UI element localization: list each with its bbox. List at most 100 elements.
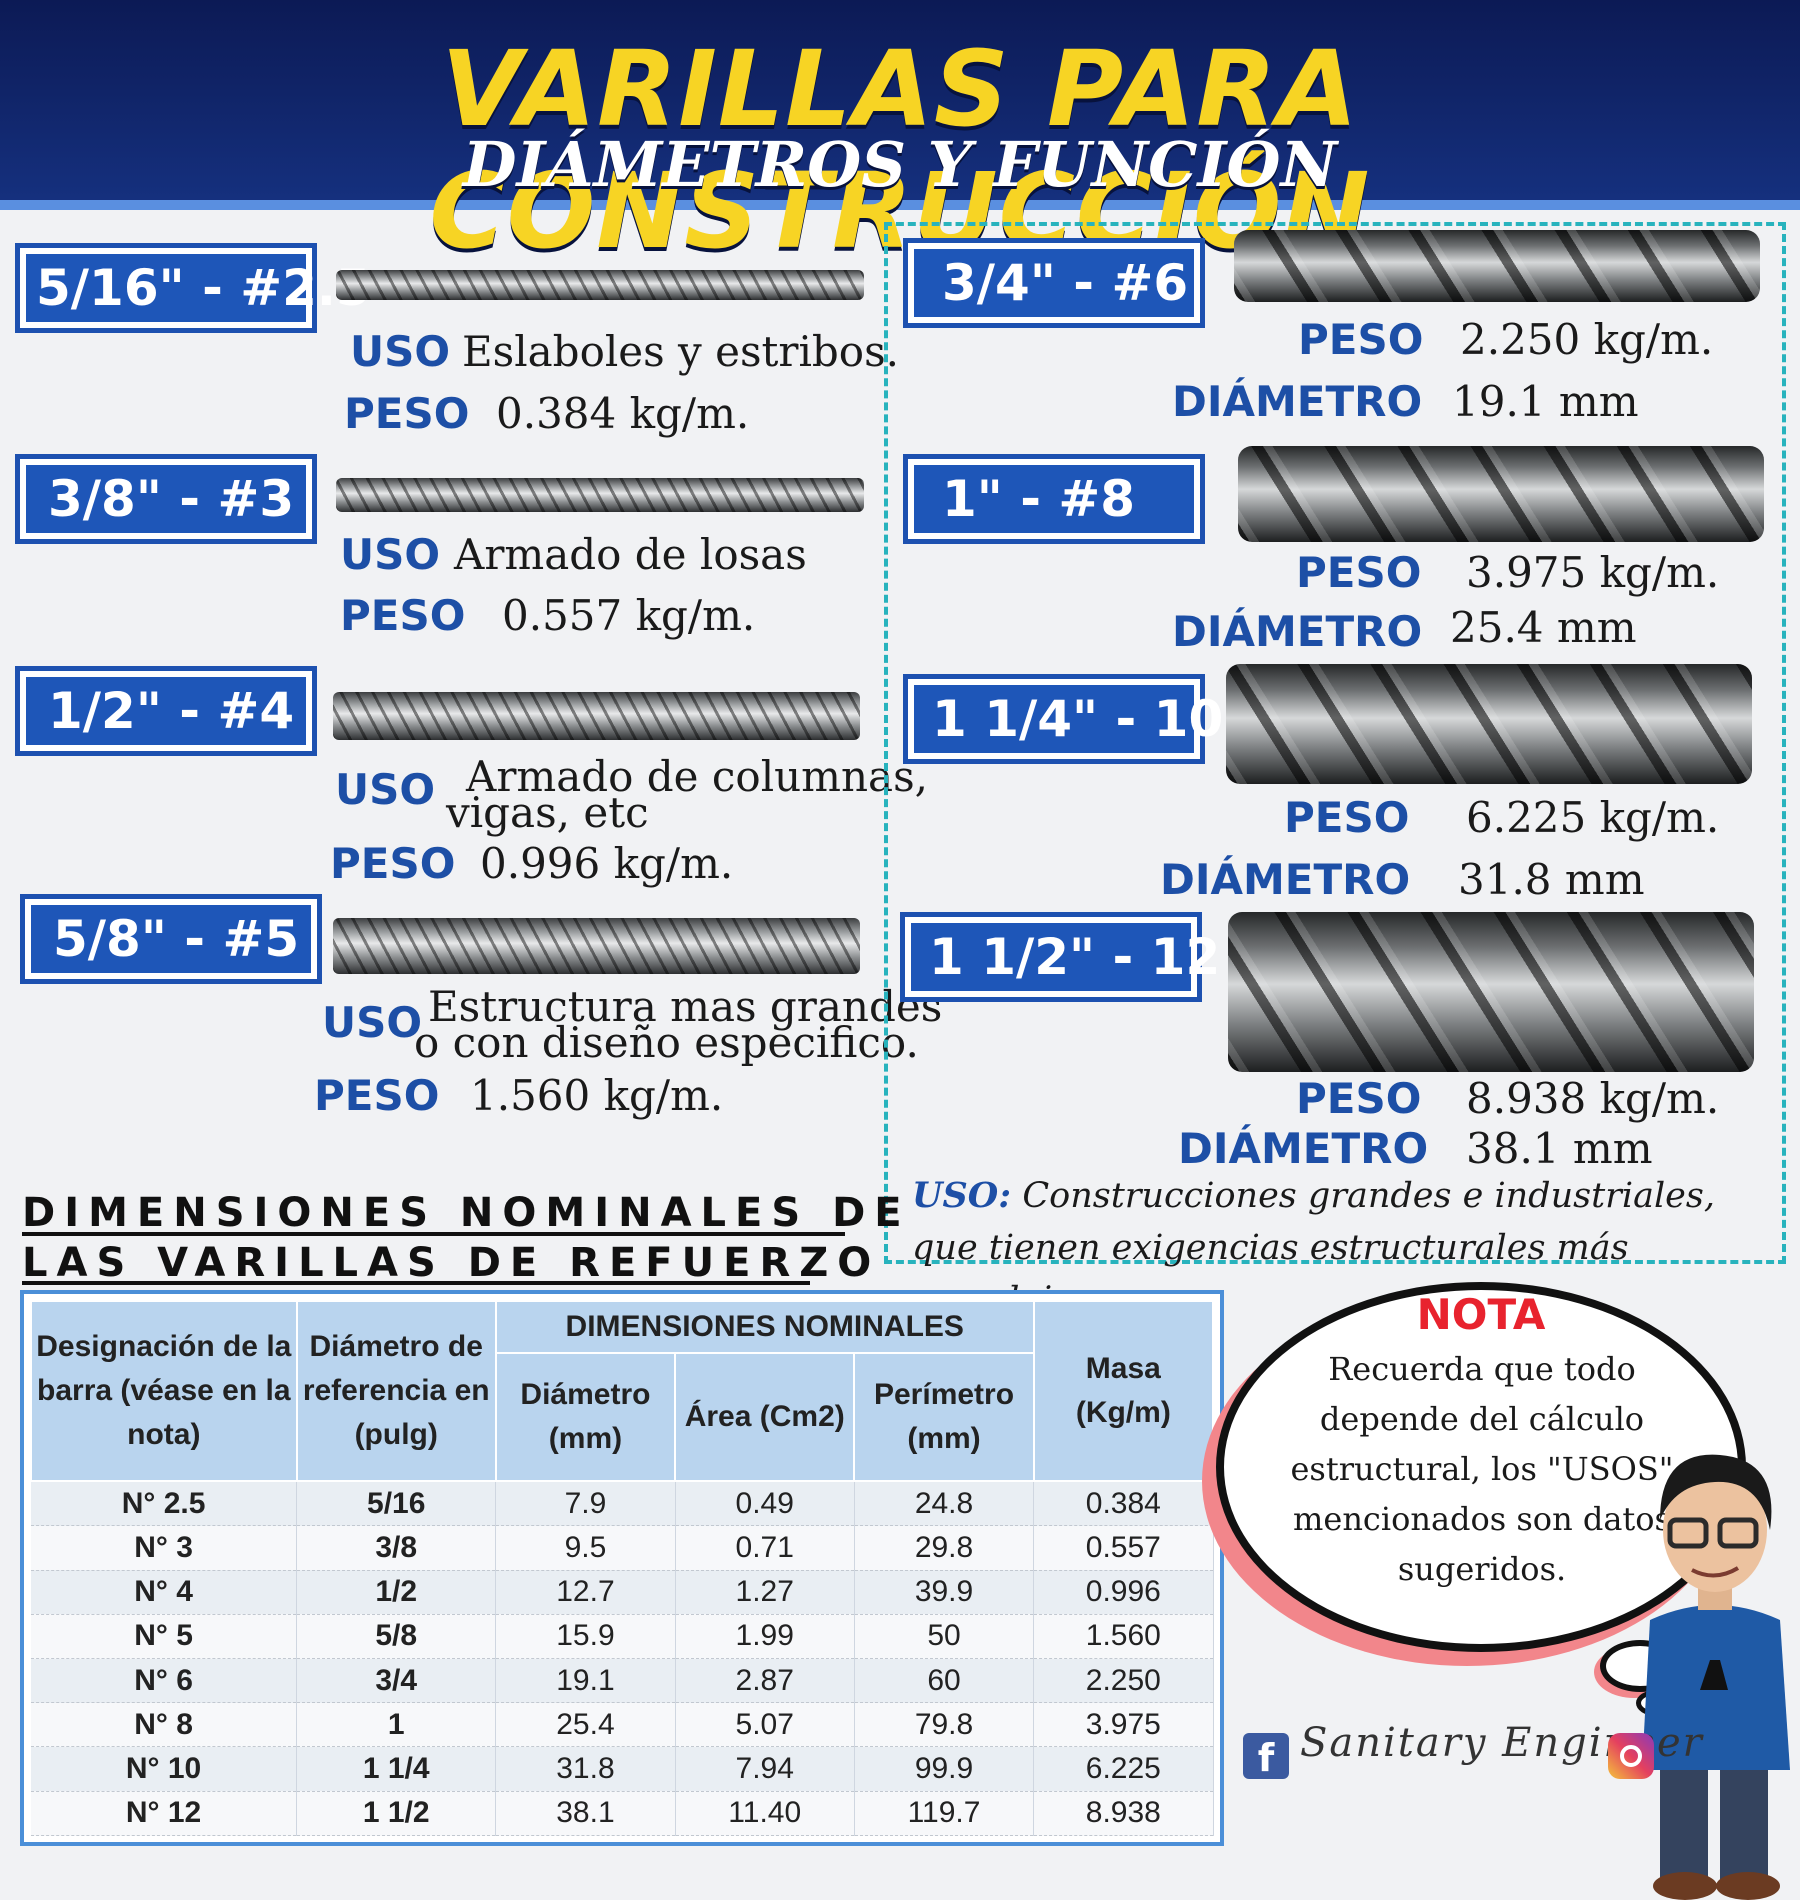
table-cell: 5/8 (296, 1614, 497, 1660)
table-cell: 9.5 (495, 1525, 676, 1571)
diametro-label: DIÁMETRO (1172, 377, 1423, 426)
table-cell: N° 12 (31, 1791, 298, 1837)
rebar-image (1228, 912, 1754, 1072)
table-row: N° 6 3/4 19.1 2.87 60 2.250 (31, 1658, 1214, 1704)
table-row: N° 3 3/8 9.5 0.71 29.8 0.557 (31, 1525, 1214, 1571)
table-cell: 1.560 (1033, 1614, 1214, 1660)
col-header-perimetro: Perímetro (mm) (853, 1352, 1035, 1482)
peso-label: PESO (1296, 1074, 1422, 1123)
table-cell: 3.975 (1033, 1702, 1214, 1748)
table-cell: 24.8 (854, 1481, 1035, 1527)
uso-value-line1: Armado de columnas, (466, 752, 928, 801)
diametro-value: 38.1 mm (1466, 1124, 1653, 1173)
bar-tag-5-8: 5/8" - #5 (20, 894, 322, 984)
table-cell: 79.8 (854, 1702, 1035, 1748)
peso-value: 6.225 kg/m. (1466, 793, 1720, 842)
table-cell: N° 3 (31, 1525, 298, 1571)
uso-label: USO: (912, 1175, 1012, 1216)
bar-tag-label: 1 1/2" - 12 (911, 923, 1220, 991)
facebook-icon[interactable]: f (1243, 1733, 1289, 1780)
peso-value: 0.996 kg/m. (480, 839, 734, 888)
table-cell: 8.938 (1033, 1791, 1214, 1837)
table-cell: 2.87 (675, 1658, 855, 1704)
uso-label: USO (340, 530, 441, 579)
table-cell: 1.99 (675, 1614, 855, 1660)
table-cell: 0.384 (1033, 1481, 1214, 1527)
table-cell: 0.71 (675, 1525, 855, 1571)
bar-tag-3-8: 3/8" - #3 (15, 454, 317, 544)
peso-value: 8.938 kg/m. (1466, 1074, 1720, 1123)
uso-value-line1: Estructura mas grandes (428, 982, 943, 1031)
table-cell: 7.94 (675, 1746, 855, 1792)
bar-tag-label: 5/8" - #5 (31, 905, 311, 973)
table-cell: 31.8 (495, 1746, 676, 1792)
header-banner: VARILLAS PARA CONSTRUCCIÓN DIÁMETROS Y F… (0, 0, 1800, 272)
table-row: N° 5 5/8 15.9 1.99 50 1.560 (31, 1614, 1214, 1660)
table-row: N° 8 1 25.4 5.07 79.8 3.975 (31, 1702, 1214, 1748)
table-cell: 3/4 (296, 1658, 497, 1704)
table-row: N° 10 1 1/4 31.8 7.94 99.9 6.225 (31, 1746, 1214, 1792)
table-row: N° 12 1 1/2 38.1 11.40 119.7 8.938 (31, 1791, 1214, 1837)
table-row: N° 4 1/2 12.7 1.27 39.9 0.996 (31, 1570, 1214, 1615)
rebar-image (1238, 446, 1764, 542)
bar-tag-label: 3/4" - #6 (914, 249, 1194, 317)
peso-value: 3.975 kg/m. (1466, 548, 1720, 597)
bar-tag-1-2: 1/2" - #4 (15, 666, 317, 756)
col-header-area: Área (Cm2) (674, 1352, 856, 1482)
table-cell: 1 (296, 1702, 497, 1748)
uso-label: USO (335, 765, 436, 814)
peso-label: PESO (314, 1071, 440, 1120)
table-cell: 15.9 (495, 1614, 676, 1660)
table-cell: N° 10 (31, 1746, 298, 1792)
peso-label: PESO (1298, 315, 1424, 364)
table-cell: 60 (854, 1658, 1035, 1704)
peso-value: 0.557 kg/m. (502, 591, 756, 640)
rebar-image (333, 918, 860, 974)
table-cell: 25.4 (495, 1702, 676, 1748)
table-cell: 99.9 (854, 1746, 1035, 1792)
table-cell: 7.9 (495, 1481, 676, 1527)
peso-label: PESO (344, 389, 470, 438)
rebar-image (1234, 230, 1760, 302)
diametro-value: 25.4 mm (1450, 603, 1637, 652)
bar-tag-label: 1/2" - #4 (26, 677, 306, 745)
table-cell: 2.250 (1033, 1658, 1214, 1704)
bar-tag-1: 1" - #8 (903, 454, 1205, 544)
peso-value: 1.560 kg/m. (470, 1071, 724, 1120)
table-cell: 12.7 (495, 1570, 676, 1615)
table-cell: 3/8 (296, 1525, 497, 1571)
bar-tag-5-16: 5/16" - #2.5 (15, 243, 371, 333)
table-title-line1: DIMENSIONES NOMINALES DE (22, 1190, 911, 1236)
rebar-image (336, 270, 864, 300)
table-cell: 5.07 (675, 1702, 855, 1748)
instagram-icon[interactable] (1608, 1733, 1654, 1779)
uso-value: Eslaboles y estribos. (462, 327, 900, 376)
nota-title: NOTA (1416, 1290, 1546, 1339)
table-cell: 19.1 (495, 1658, 676, 1704)
col-header-diametro-ref: Diámetro de referencia en (pulg) (295, 1300, 497, 1482)
title-underline (22, 1232, 845, 1236)
table-cell: 0.557 (1033, 1525, 1214, 1571)
bar-tag-1-1-2: 1 1/2" - 12 (900, 912, 1220, 1002)
table-cell: N° 5 (31, 1614, 298, 1660)
col-header-designacion: Designación de la barra (véase en la not… (30, 1300, 298, 1482)
table-cell: 119.7 (854, 1791, 1035, 1837)
uso-label: USO (350, 327, 451, 376)
table-cell: 39.9 (854, 1570, 1035, 1615)
table-cell: 5/16 (296, 1481, 497, 1527)
uso-value-line2: o con diseño especifico. (414, 1018, 919, 1067)
table-cell: 11.40 (675, 1791, 855, 1837)
bar-tag-1-1-4: 1 1/4" - 10 (903, 674, 1223, 764)
table-cell: N° 4 (31, 1570, 298, 1615)
table-row: N° 2.5 5/16 7.9 0.49 24.8 0.384 (31, 1481, 1214, 1527)
bar-tag-label: 3/8" - #3 (26, 465, 306, 533)
table-cell: N° 6 (31, 1658, 298, 1704)
table-title: DIMENSIONES NOMINALES DE LAS VARILLAS DE… (22, 1188, 911, 1288)
peso-value: 2.250 kg/m. (1460, 315, 1714, 364)
table-cell: 1.27 (675, 1570, 855, 1615)
table-title-line2: LAS VARILLAS DE REFUERZO (22, 1240, 881, 1286)
diametro-label: DIÁMETRO (1160, 855, 1411, 904)
dimensions-table: Designación de la barra (véase en la not… (20, 1290, 1224, 1846)
uso-label: USO (322, 998, 423, 1047)
col-header-group: DIMENSIONES NOMINALES (494, 1300, 1035, 1354)
